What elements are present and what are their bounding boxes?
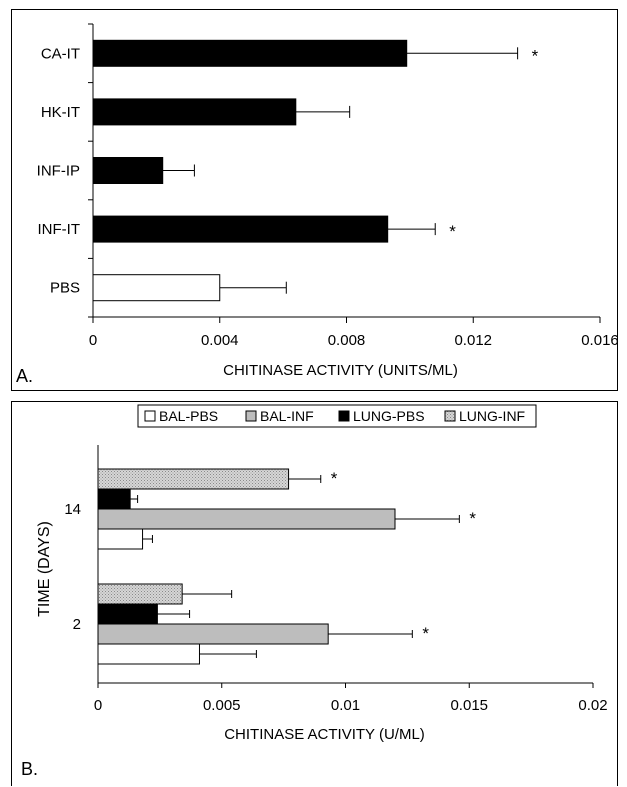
chart-panel-b: BAL-PBS BAL-INF LUNG-PBS LUNG-INF * * 14 * 2 0 0.0… bbox=[11, 401, 618, 786]
bar bbox=[97, 468, 290, 490]
x-tick-label: 0.015 bbox=[450, 697, 488, 714]
x-tick-label: 0 bbox=[94, 697, 102, 714]
panel-label: A. bbox=[16, 366, 33, 386]
significance-marker: * bbox=[469, 509, 476, 528]
y-tick-label: HK-IT bbox=[41, 104, 80, 121]
legend-label: LUNG-INF bbox=[459, 408, 525, 424]
bar bbox=[97, 583, 183, 605]
bar bbox=[97, 643, 200, 665]
chart-b-svg: BAL-PBS BAL-INF LUNG-PBS LUNG-INF * * 14 * 2 0 0.0… bbox=[21, 404, 608, 779]
bar bbox=[97, 603, 158, 625]
y-tick-label: 2 bbox=[73, 616, 81, 633]
chart-a-svg: CA-IT * HK-IT INF-IP INF-IT * PBS 0 0.004 0.008 0.… bbox=[16, 23, 619, 386]
legend-swatch bbox=[144, 410, 156, 422]
bar bbox=[92, 98, 297, 126]
legend-swatch bbox=[338, 410, 350, 422]
bar bbox=[97, 623, 329, 645]
legend-box bbox=[137, 404, 537, 428]
significance-marker: * bbox=[422, 624, 429, 643]
y-tick-label: 14 bbox=[64, 501, 81, 518]
x-tick-label: 0.008 bbox=[328, 332, 366, 349]
y-tick-label: PBS bbox=[50, 280, 80, 297]
y-axis-label: TIME (DAYS) bbox=[36, 521, 53, 617]
x-tick-label: 0.004 bbox=[201, 332, 239, 349]
bar bbox=[92, 39, 408, 67]
bar bbox=[92, 215, 389, 243]
bar bbox=[97, 528, 144, 550]
x-axis-label: CHITINASE ACTIVITY (U/ML) bbox=[224, 726, 425, 743]
x-tick-label: 0.02 bbox=[578, 697, 607, 714]
legend-swatch bbox=[245, 410, 257, 422]
legend-label: BAL-INF bbox=[260, 408, 314, 424]
y-tick-label: INF-IT bbox=[38, 221, 81, 238]
legend-swatch bbox=[444, 410, 456, 422]
x-tick-label: 0.01 bbox=[331, 697, 360, 714]
legend-label: BAL-PBS bbox=[159, 408, 218, 424]
y-tick-label: INF-IP bbox=[37, 163, 80, 180]
x-tick-label: 0.016 bbox=[581, 332, 619, 349]
bar bbox=[92, 157, 164, 184]
significance-marker: * bbox=[449, 222, 456, 241]
significance-marker: * bbox=[532, 46, 539, 65]
legend-label: LUNG-PBS bbox=[353, 408, 425, 424]
x-tick-label: 0 bbox=[89, 332, 97, 349]
bar bbox=[92, 274, 221, 302]
bar bbox=[97, 508, 396, 530]
x-axis-label: CHITINASE ACTIVITY (UNITS/ML) bbox=[223, 362, 458, 379]
x-tick-label: 0.005 bbox=[203, 697, 241, 714]
x-tick-label: 0.012 bbox=[454, 332, 492, 349]
y-tick-label: CA-IT bbox=[41, 45, 80, 62]
chart-panel-a: CA-IT * HK-IT INF-IP INF-IT * PBS 0 0.004 0.008 0.… bbox=[11, 9, 619, 391]
bar bbox=[97, 488, 131, 510]
significance-marker: * bbox=[331, 469, 338, 488]
panel-label: B. bbox=[21, 759, 38, 779]
